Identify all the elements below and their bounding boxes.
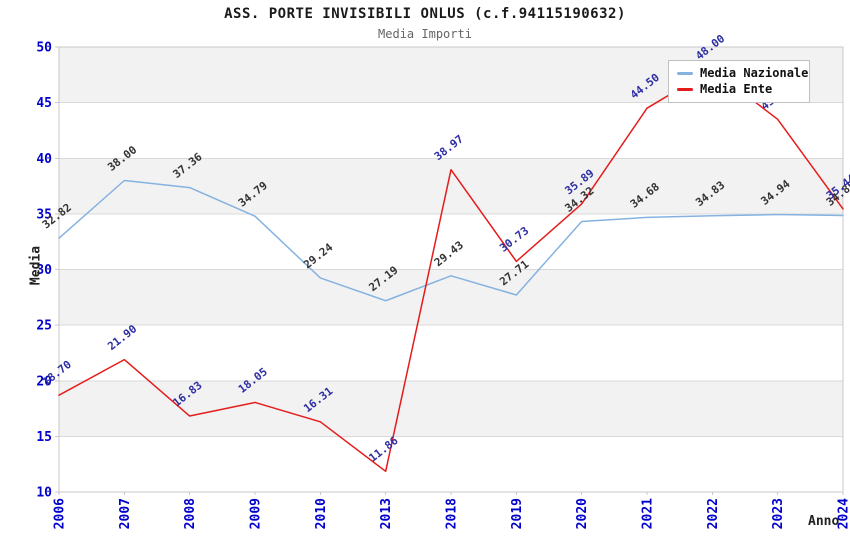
- x-axis-title: Anno: [808, 514, 840, 529]
- legend-line-swatch: [677, 87, 693, 91]
- x-tick-label: 2006: [53, 498, 68, 529]
- y-tick-label: 20: [36, 374, 52, 389]
- legend-item-label: Media Nazionale: [700, 66, 809, 80]
- legend-item-label: Media Ente: [700, 82, 773, 96]
- legend-line-swatch: [677, 71, 693, 75]
- x-tick-label: 2013: [379, 498, 394, 529]
- legend-box: Media Nazionale Media Ente: [668, 60, 810, 103]
- y-axis-title: Media: [28, 245, 44, 286]
- data-label: 11.86: [367, 434, 401, 465]
- data-label: 29.24: [301, 240, 335, 271]
- y-tick-label: 35: [36, 207, 52, 222]
- x-tick-label: 2018: [445, 498, 460, 529]
- data-label: 21.90: [105, 322, 139, 353]
- chart-subtitle: Media Importi: [378, 27, 472, 41]
- y-tick-label: 40: [36, 152, 52, 167]
- data-label: 30.73: [497, 224, 531, 255]
- x-tick-label: 2024: [837, 498, 850, 529]
- x-tick-label: 2023: [771, 498, 786, 529]
- y-tick-label: 50: [36, 41, 52, 56]
- x-tick-label: 2010: [314, 498, 329, 529]
- x-tick-label: 2019: [510, 498, 525, 529]
- legend-item: Media Nazionale: [677, 65, 808, 81]
- y-tick-label: 15: [36, 430, 52, 445]
- x-tick-label: 2021: [641, 498, 656, 529]
- data-label: 29.43: [432, 239, 466, 270]
- series-line-media-nazionale: [58, 179, 844, 302]
- y-tick-label: 25: [36, 319, 52, 334]
- x-tick-label: 2009: [249, 498, 264, 529]
- x-tick-label: 2022: [706, 498, 721, 529]
- data-label: 32.82: [40, 201, 74, 232]
- background-band: [59, 269, 843, 326]
- y-tick-label: 30: [36, 263, 52, 278]
- legend-item: Media Ente: [677, 81, 801, 97]
- background-band: [59, 380, 843, 437]
- x-tick-label: 2007: [118, 498, 133, 529]
- background-band: [59, 158, 843, 214]
- y-tick-label: 10: [36, 486, 52, 501]
- y-tick-label: 45: [36, 96, 52, 111]
- x-tick-label: 2008: [183, 498, 198, 529]
- x-tick-label: 2020: [575, 498, 590, 529]
- chart-title: ASS. PORTE INVISIBILI ONLUS (c.f.9411519…: [224, 6, 626, 22]
